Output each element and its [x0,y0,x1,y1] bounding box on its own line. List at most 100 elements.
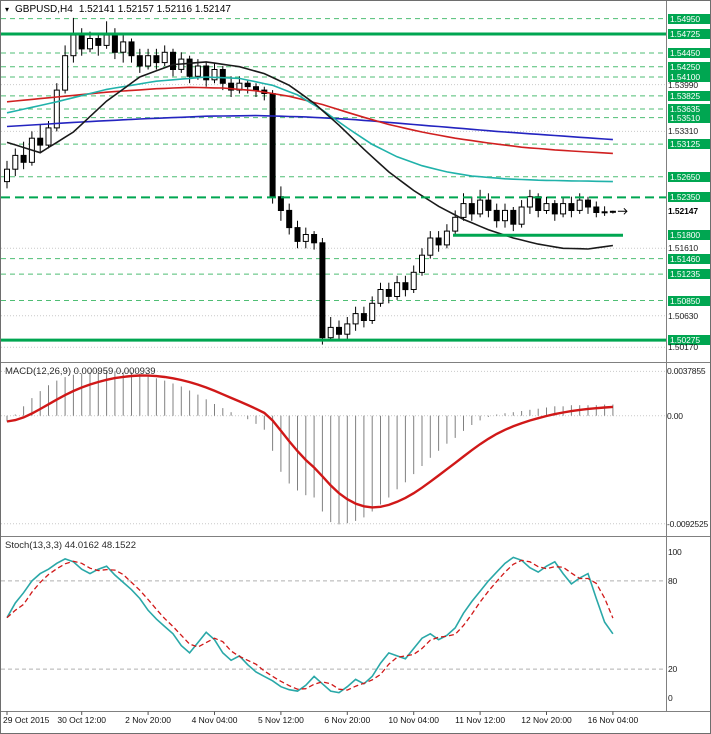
price-level-1.53635: 1.53635 [668,104,710,114]
stoch-indicator-label: Stoch(13,3,3) 44.0162 48.1522 [5,540,136,551]
stoch-axis-label-20: 20 [668,664,678,675]
chart-symbol-period: GBPUSD,H4 [15,4,73,15]
candle-bearish [186,58,193,77]
candle-bullish [62,55,69,91]
price-level-1.53990: 1.53990 [668,79,699,90]
current-price-label: 1.52147 [668,206,699,217]
stoch-signal-line [6,559,614,691]
price-level-1.51800: 1.51800 [668,230,710,241]
price-level-1.50630: 1.50630 [668,310,699,321]
candle-bearish [311,234,318,244]
price-level-1.54725: 1.54725 [668,29,710,40]
chart-ohlc-values: 1.52141 1.52157 1.52116 1.52147 [78,4,231,15]
candle-bullish [344,323,351,335]
macd-axis-label-0.0037855: 0.0037855 [667,366,706,377]
price-level-1.50170: 1.50170 [668,342,699,353]
price-level-1.54100: 1.54100 [668,72,710,83]
candle-bearish [468,203,475,215]
price-level-1.54950: 1.54950 [668,13,710,24]
candle-bullish [427,237,434,256]
candle-bearish [551,203,558,215]
candle-bullish [161,51,168,64]
candle-bullish [410,271,417,290]
candle-bullish [477,199,484,215]
macd-axis-label--0.0092525: -0.0092525 [667,518,709,529]
candle-bullish [302,234,309,242]
chart-header: ▾ GBPUSD,H4 1.52141 1.52157 1.52116 1.52… [5,4,231,15]
candle-bullish [526,196,533,208]
ma-slowest-blue [6,114,613,141]
candle-bearish [277,196,284,211]
candle-bearish [360,313,367,322]
time-label-5-Nov-12-00: 5 Nov 12:00 [257,715,304,725]
candle-bearish [336,326,342,335]
candle-bullish [443,230,450,246]
panel-frame [1,1,710,715]
candle-bearish [568,203,575,212]
macd-signal-line [6,374,613,509]
candle-bearish [128,41,135,57]
candle-bearish [286,209,293,229]
price-level-1.52650: 1.52650 [668,171,710,182]
time-label-12-Nov-20-00: 12 Nov 20:00 [521,715,572,725]
stoch-axis-label-100: 100 [668,546,682,557]
candlesticks [4,17,616,345]
candle-bearish [244,82,251,88]
candle-bullish [53,89,60,129]
candle-bullish [12,154,19,170]
candle-bearish [510,209,517,225]
price-level-1.52350: 1.52350 [668,192,710,203]
candle-bullish [70,34,77,57]
candle-bullish [327,326,334,339]
candle-bearish [253,86,259,91]
price-level-1.50275: 1.50275 [668,335,710,346]
macd-indicator-label: MACD(12,26,9) 0.000959 0.000939 [5,366,156,377]
candle-bearish [485,199,492,211]
candle-bullish [369,302,376,321]
macd-axis-label-0.00: 0.00 [667,410,683,421]
candle-bullish [601,211,608,214]
candle-bearish [37,137,44,146]
candle-bullish [460,203,467,218]
candle-bearish [78,34,85,50]
candle-bearish [493,209,500,222]
price-level-1.51610: 1.51610 [668,243,699,254]
moving-averages [6,61,614,250]
candle-bullish [576,199,583,211]
candle-bullish [120,41,127,53]
candle-bullish [211,69,218,81]
candle-bearish [95,38,102,46]
candle-bearish [435,237,442,246]
stoch-axis-label-0: 0 [668,693,673,704]
grid-lines [1,18,666,670]
candle-bearish [170,51,176,70]
candle-bearish [593,206,600,213]
candle-bearish [20,154,27,163]
candle-bullish [609,210,616,213]
candle-bearish [319,242,326,339]
candle-bullish [518,206,525,225]
candle-bullish [419,254,425,273]
candle-bearish [111,34,118,53]
candle-bearish [535,196,542,211]
chart-marker-icon: ▾ [5,4,10,14]
candle-bearish [228,82,235,91]
candle-bearish [269,93,276,198]
candle-bullish [145,55,152,67]
time-label-2-Nov-20-00: 2 Nov 20:00 [125,715,172,725]
price-level-1.54250: 1.54250 [668,61,710,72]
time-label-4-Nov-04-00: 4 Nov 04:00 [191,715,238,725]
candle-bearish [153,55,160,64]
price-level-1.53510: 1.53510 [668,112,710,123]
candle-bullish [4,168,10,183]
candle-bullish [45,127,52,146]
candle-bullish [377,289,384,304]
candle-bearish [136,55,143,67]
candle-bullish [194,65,201,77]
time-label-16-Nov-04-00: 16 Nov 04:00 [587,715,639,725]
price-level-1.51235: 1.51235 [668,269,710,280]
time-label-30-Oct-12-00: 30 Oct 12:00 [57,715,107,725]
candle-bearish [585,199,591,208]
stoch-axis-label-80: 80 [668,575,678,586]
